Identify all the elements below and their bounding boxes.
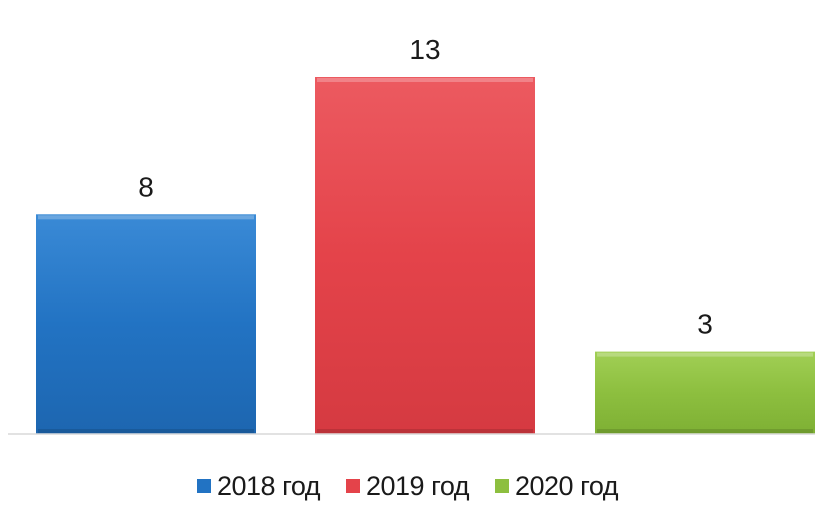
data-label-2019: 13 — [409, 34, 440, 65]
legend-item-2020: 2020 год — [495, 470, 619, 502]
legend-swatch-2020 — [495, 479, 509, 493]
legend-label-2020: 2020 год — [515, 470, 619, 501]
chart-legend: 2018 год 2019 год 2020 год — [0, 468, 815, 504]
bar-2019 — [315, 77, 535, 434]
legend-item-2019: 2019 год — [346, 470, 470, 502]
bar-shade-2018 — [38, 429, 254, 433]
data-label-2020: 3 — [697, 309, 713, 340]
bar-shade-2019 — [317, 429, 533, 433]
bar-2018 — [36, 214, 256, 434]
legend-label-2018: 2018 год — [217, 470, 321, 501]
bar-2020 — [595, 351, 815, 434]
chart-plot-area: 8 13 3 — [8, 34, 815, 435]
legend-swatch-2019 — [346, 479, 360, 493]
bar-highlight-2018 — [38, 215, 254, 220]
legend-item-2018: 2018 год — [197, 470, 321, 502]
bar-highlight-2019 — [317, 78, 533, 82]
data-label-2018: 8 — [138, 171, 154, 202]
legend-label-2019: 2019 год — [366, 470, 470, 501]
bar-highlight-2020 — [597, 352, 813, 357]
bar-shade-2020 — [597, 429, 813, 433]
legend-swatch-2018 — [197, 479, 211, 493]
